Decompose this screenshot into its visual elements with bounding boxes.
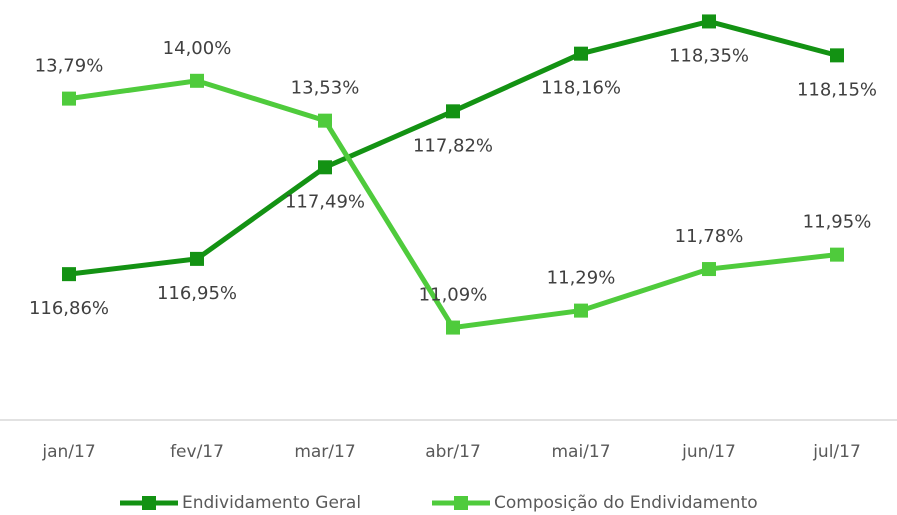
marker	[318, 113, 332, 128]
legend-swatch-marker	[454, 496, 468, 510]
x-tick-label: mai/17	[551, 442, 610, 462]
legend-label: Composição do Endividamento	[494, 493, 758, 513]
data-label: 11,09%	[419, 285, 488, 306]
marker	[702, 14, 716, 29]
marker	[190, 251, 204, 266]
x-tick-label: fev/17	[170, 442, 224, 462]
marker	[574, 303, 588, 318]
marker	[574, 46, 588, 61]
marker	[446, 104, 460, 119]
data-label: 118,15%	[797, 79, 877, 100]
marker	[830, 247, 844, 262]
data-label: 116,86%	[29, 298, 109, 319]
data-label: 14,00%	[163, 38, 232, 59]
marker	[702, 262, 716, 277]
data-label: 118,16%	[541, 78, 621, 99]
data-label: 13,79%	[35, 56, 104, 77]
marker	[446, 320, 460, 335]
legend-label: Endividamento Geral	[182, 493, 361, 513]
marker	[190, 73, 204, 88]
data-label: 117,82%	[413, 135, 493, 156]
data-label: 11,29%	[547, 268, 616, 289]
data-label: 117,49%	[285, 191, 365, 212]
marker	[62, 91, 76, 106]
x-tick-label: jan/17	[41, 442, 95, 462]
data-label: 11,78%	[675, 226, 744, 247]
marker	[62, 267, 76, 282]
legend-swatch-marker	[142, 496, 156, 510]
data-label: 118,35%	[669, 45, 749, 66]
data-label: 13,53%	[291, 78, 360, 99]
marker	[830, 48, 844, 63]
x-tick-label: abr/17	[425, 442, 481, 462]
marker	[318, 160, 332, 175]
x-tick-label: jul/17	[812, 442, 861, 462]
x-tick-label: jun/17	[681, 442, 736, 462]
x-tick-label: mar/17	[294, 442, 355, 462]
data-label: 116,95%	[157, 283, 237, 304]
data-label: 11,95%	[803, 212, 872, 233]
